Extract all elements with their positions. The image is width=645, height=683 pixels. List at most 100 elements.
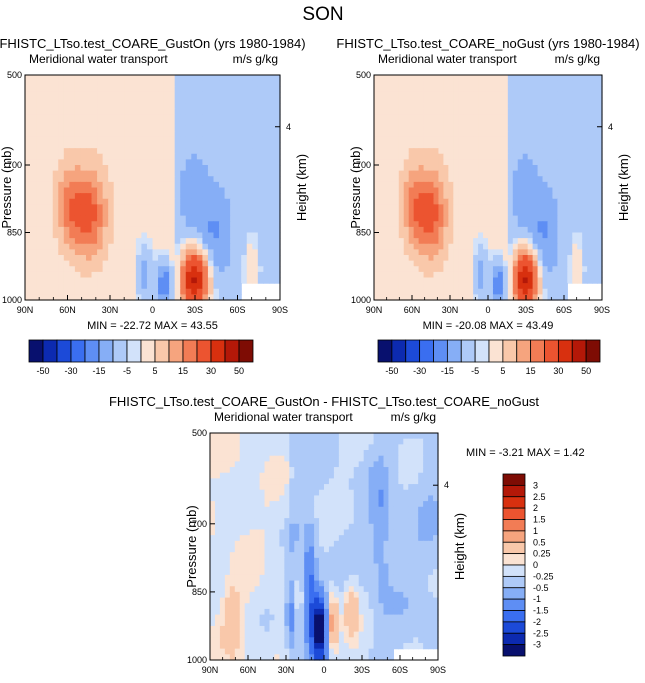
field-cell	[468, 193, 474, 200]
field-cell	[196, 198, 203, 205]
field-cell	[547, 215, 554, 222]
field-cell	[196, 131, 203, 138]
field-cell	[388, 535, 394, 542]
field-cell	[284, 569, 290, 576]
field-cell	[257, 75, 264, 82]
field-cell	[512, 181, 519, 189]
field-cell	[517, 148, 524, 155]
field-cell	[527, 283, 534, 290]
field-cell	[423, 120, 430, 127]
field-cell	[196, 204, 203, 211]
field-cell	[319, 535, 325, 542]
field-cell	[483, 204, 489, 211]
field-cell	[185, 86, 192, 93]
field-cell	[263, 120, 270, 127]
field-cell	[191, 226, 198, 234]
field-cell	[304, 501, 310, 508]
field-cell	[230, 232, 237, 239]
field-cell	[174, 260, 181, 267]
field-cell	[279, 461, 285, 468]
field-cell	[224, 535, 231, 542]
field-cell	[191, 215, 198, 222]
field-cell	[294, 512, 300, 519]
field-cell	[433, 204, 440, 211]
field-cell	[443, 249, 449, 256]
field-cell	[552, 176, 558, 183]
field-cell	[174, 238, 181, 245]
field-cell	[264, 546, 271, 553]
field-cell	[213, 142, 220, 149]
field-cell	[433, 232, 440, 239]
field-cell	[537, 198, 544, 205]
field-cell	[557, 187, 563, 194]
y-tick-label: 500	[356, 70, 371, 80]
field-cell	[169, 142, 176, 149]
field-cell	[246, 114, 253, 121]
field-cell	[562, 142, 568, 149]
field-cell	[196, 221, 203, 228]
field-cell	[319, 433, 325, 440]
field-cell	[433, 165, 440, 172]
field-cell	[537, 159, 544, 166]
field-cell	[314, 512, 320, 519]
stats-label: MIN = -22.72 MAX = 43.55	[87, 320, 218, 332]
field-cell	[130, 255, 137, 262]
field-cell	[30, 120, 37, 127]
field-cell	[388, 238, 395, 245]
field-cell	[393, 294, 400, 301]
field-cell	[418, 226, 425, 234]
field-cell	[443, 142, 449, 149]
field-cell	[378, 204, 385, 211]
field-cell	[492, 271, 499, 279]
field-cell	[468, 153, 474, 160]
field-cell	[224, 546, 231, 553]
field-cell	[423, 176, 430, 183]
field-cell	[219, 193, 226, 200]
field-cell	[207, 165, 215, 172]
field-cell	[210, 529, 216, 536]
field-cell	[185, 283, 192, 290]
field-cell	[497, 120, 504, 127]
field-cell	[438, 187, 444, 194]
field-cell	[102, 120, 109, 127]
field-cell	[294, 563, 300, 570]
field-cell	[185, 271, 192, 279]
field-cell	[119, 283, 126, 290]
field-cell	[74, 215, 82, 222]
field-cell	[246, 232, 253, 239]
field-cell	[433, 131, 440, 138]
field-cell	[124, 232, 131, 239]
field-cell	[532, 193, 539, 200]
field-cell	[299, 569, 305, 576]
field-cell	[30, 80, 37, 87]
field-cell	[141, 165, 148, 172]
field-cell	[169, 148, 176, 155]
field-cell	[343, 557, 350, 565]
field-cell	[257, 238, 264, 245]
field-cell	[174, 288, 181, 295]
field-cell	[368, 461, 375, 468]
field-cell	[374, 108, 380, 115]
field-cell	[294, 529, 300, 536]
field-cell	[517, 181, 524, 189]
field-cell	[263, 249, 270, 256]
field-cell	[63, 187, 70, 194]
field-cell	[36, 232, 43, 239]
field-cell	[69, 97, 76, 104]
field-cell	[102, 215, 109, 222]
field-cell	[497, 260, 504, 267]
field-cell	[582, 131, 588, 138]
field-cell	[52, 153, 59, 160]
field-cell	[418, 552, 424, 559]
field-cell	[135, 210, 143, 217]
field-cell	[97, 159, 104, 166]
field-cell	[388, 260, 395, 267]
field-cell	[433, 563, 439, 570]
field-cell	[453, 159, 459, 166]
field-cell	[547, 120, 554, 127]
field-cell	[368, 467, 375, 474]
field-cell	[587, 75, 593, 82]
field-cell	[52, 198, 59, 205]
field-cell	[235, 153, 242, 160]
field-cell	[234, 484, 241, 491]
